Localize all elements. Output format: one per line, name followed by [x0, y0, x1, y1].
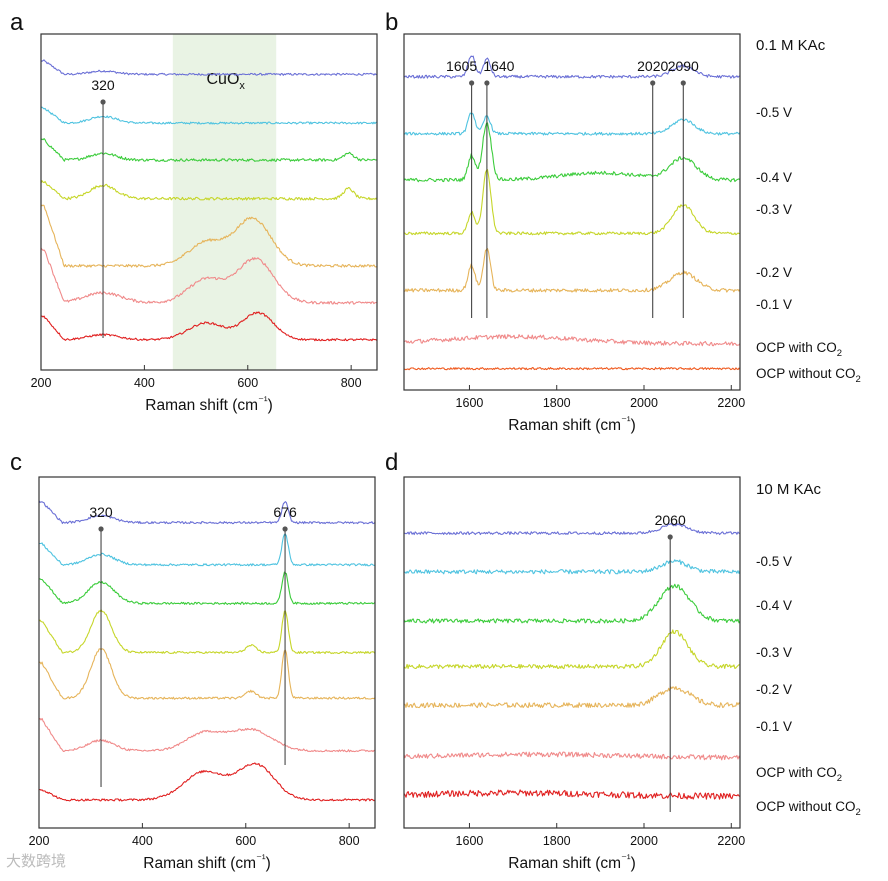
spectrum-a-ocp-without-co2 [40, 311, 378, 342]
spectrum-d-ocp-with-co2 [403, 751, 741, 761]
x-tick-label-400: 400 [134, 376, 155, 390]
series-label-b-1: -0.4 V [756, 170, 792, 185]
series-label-b-5: OCP with CO2 [756, 340, 842, 359]
plot-frame-c [38, 476, 376, 829]
peak-label-676: 676 [273, 504, 297, 520]
spectrum-d--0.2-v [403, 629, 741, 670]
plot-frame-a [40, 33, 378, 371]
spectrum-c--0.2-v [38, 609, 376, 655]
peak-dot-1605 [469, 80, 475, 86]
panel-letter-b: b [385, 9, 398, 36]
series-label-b-3: -0.2 V [756, 265, 792, 280]
x-tick-label-2200: 2200 [717, 396, 745, 410]
spectrum-c--0.5-v [38, 500, 376, 525]
peak-dot-2090 [680, 80, 686, 86]
peak-dot-2020 [650, 80, 656, 86]
spectrum-c--0.3-v [38, 571, 376, 605]
x-tick-label-600: 600 [235, 834, 256, 848]
x-tick-label-2000: 2000 [630, 396, 658, 410]
condition-label-b: 0.1 M KAc [756, 37, 826, 54]
x-tick-label-200: 200 [31, 376, 52, 390]
peak-label-2060: 2060 [655, 512, 686, 528]
peak-label-2020: 2020 [637, 58, 668, 74]
cuox-band [172, 34, 277, 370]
panel-letter-d: d [385, 449, 398, 476]
peak-dot-320 [98, 526, 104, 532]
spectrum-c-ocp-without-co2 [38, 762, 376, 802]
panel-letter-c: c [10, 449, 22, 476]
spectrum-d--0.3-v [403, 583, 741, 624]
x-axis-label-a: Raman shift (cm⁻¹) [145, 395, 273, 414]
panel-letter-a: a [10, 9, 24, 36]
spectrum-d--0.1-v [403, 686, 741, 709]
x-tick-label-800: 800 [339, 834, 360, 848]
spectrum-b--0.1-v [403, 247, 741, 293]
series-label-b-6: OCP without CO2 [756, 366, 861, 385]
spectrum-b--0.2-v [403, 169, 741, 236]
spectrum-a--0.2-v [40, 180, 378, 201]
x-tick-label-1600: 1600 [456, 396, 484, 410]
panel-d: -0.5 V -0.4 V -0.3 V -0.2 V -0.1 V OCP with C… [385, 449, 861, 872]
spectrum-a--0.4-v [40, 106, 378, 125]
spectrum-b--0.5-v [403, 55, 741, 79]
condition-label-d: 10 M KAc [756, 481, 822, 498]
spectrum-c-ocp-with-co2 [38, 717, 376, 753]
spectrum-b--0.3-v [403, 122, 741, 183]
x-tick-label-600: 600 [237, 376, 258, 390]
spectrum-d-ocp-without-co2 [403, 789, 741, 800]
spectrum-b-ocp-with-co2 [403, 333, 741, 347]
series-label-b-0: -0.5 V [756, 105, 792, 120]
series-label-d-0: -0.5 V [756, 554, 792, 569]
x-axis-label-c: Raman shift (cm⁻¹) [143, 853, 271, 872]
x-tick-label-2000: 2000 [630, 834, 658, 848]
peak-dot-676 [282, 526, 288, 532]
plot-frame-b [403, 33, 741, 391]
spectrum-a--0.3-v [40, 138, 378, 162]
x-axis-label-d: Raman shift (cm⁻¹) [508, 853, 636, 872]
x-tick-label-2200: 2200 [717, 834, 745, 848]
spectrum-d--0.4-v [403, 559, 741, 575]
series-label-d-3: -0.2 V [756, 682, 792, 697]
peak-label-320: 320 [89, 504, 113, 520]
peak-label-320: 320 [91, 77, 115, 93]
peak-label-1640: 1640 [483, 58, 514, 74]
series-label-d-1: -0.4 V [756, 598, 792, 613]
band-label: CuOx [207, 71, 246, 92]
peak-label-1605: 1605 [446, 58, 477, 74]
spectrum-a-ocp-with-co2 [40, 247, 378, 305]
panel-c: 320 676 200 400 600 800 Raman shift (cm⁻¹) c [10, 449, 376, 872]
series-label-d-5: OCP with CO2 [756, 765, 842, 784]
series-label-d-4: -0.1 V [756, 719, 792, 734]
series-label-b-4: -0.1 V [756, 297, 792, 312]
spectrum-a--0.5-v [40, 59, 378, 76]
spectrum-c--0.1-v [38, 648, 376, 700]
x-tick-label-1600: 1600 [456, 834, 484, 848]
peak-label-2090: 2090 [668, 58, 699, 74]
x-tick-label-200: 200 [29, 834, 50, 848]
plot-frame-d [403, 476, 741, 829]
peak-dot-1640 [484, 80, 490, 86]
x-tick-label-1800: 1800 [543, 834, 571, 848]
spectrum-b-ocp-without-co2-b- [403, 367, 741, 371]
x-axis-label-b: Raman shift (cm⁻¹) [508, 415, 636, 434]
x-tick-label-400: 400 [132, 834, 153, 848]
series-label-d-2: -0.3 V [756, 645, 792, 660]
peak-dot-320 [100, 99, 106, 105]
spectrum-a--0.1-v [40, 204, 378, 268]
series-label-b-2: -0.3 V [756, 202, 792, 217]
spectrum-b--0.4-v [403, 112, 741, 136]
watermark: 大数跨境 [6, 852, 67, 870]
spectrum-d--0.5-v [403, 522, 741, 536]
spectrum-c--0.4-v [39, 533, 376, 567]
x-tick-label-1800: 1800 [543, 396, 571, 410]
peak-dot-2060 [667, 534, 673, 540]
series-label-d-6: OCP without CO2 [756, 799, 861, 818]
panel-a: CuOx 320 200 400 600 800 Raman shift (cm⁻¹) a [10, 9, 378, 414]
panel-b: -0.5 V -0.4 V -0.3 V -0.2 V -0.1 V OCP with C… [385, 9, 861, 434]
x-tick-label-800: 800 [341, 376, 362, 390]
